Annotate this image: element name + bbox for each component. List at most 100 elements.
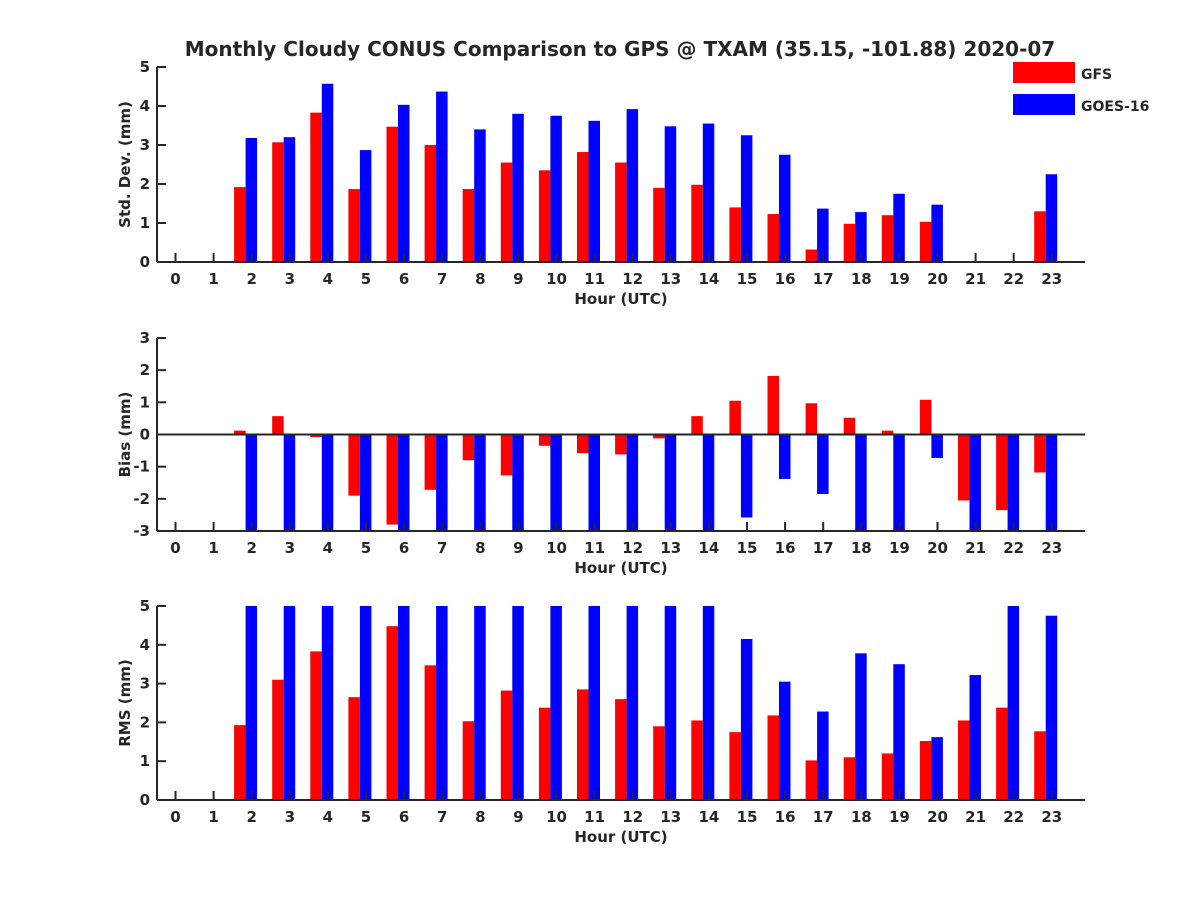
std-dev-bar-gfs-2 [272,142,284,262]
std-dev-bar-gfs-16 [805,249,818,262]
bias-bar-gfs-2 [272,416,284,435]
std-dev-bar-goes16-4 [359,150,372,262]
rms-bar-goes16-15 [779,681,791,800]
bias-y-tick-label: -1 [133,458,150,476]
bias-bar-goes16-10 [588,434,600,531]
std-dev-x-tick-label: 23 [1041,270,1062,288]
std-dev-bar-goes16-17 [855,212,867,262]
rms-x-tick-label: 21 [965,808,986,826]
std-dev-x-tick-label: 11 [584,270,605,288]
std-dev-bar-gfs-13 [691,184,703,262]
rms-x-tick-label: 13 [660,808,681,826]
rms-y-tick-label: 5 [140,597,150,615]
bias-y-tick-label: 2 [140,361,150,379]
rms-bar-gfs-5 [386,626,398,800]
std-dev-x-tick-label: 17 [813,270,834,288]
bias-bar-gfs-17 [843,417,856,435]
std-dev-y-tick-label: 2 [140,175,150,193]
rms-bar-gfs-13 [691,720,703,800]
std-dev-x-tick-label: 2 [246,270,256,288]
rms-bar-gfs-12 [653,726,665,800]
bias-bar-gfs-11 [615,434,627,455]
rms-x-tick-label: 1 [208,808,218,826]
std-dev-x-tick-label: 6 [399,270,409,288]
rms-bar-goes16-20 [969,675,981,800]
bias-bar-gfs-10 [577,434,589,454]
std-dev-bar-goes16-3 [321,83,334,263]
std-dev-x-tick-label: 18 [851,270,872,288]
bias-bar-goes16-9 [550,434,562,531]
bias-y-tick-label: -3 [133,522,150,540]
rms-bar-gfs-3 [310,651,322,800]
rms-bar-gfs-8 [500,690,513,800]
bias-bar-gfs-3 [310,434,322,438]
rms-bar-gfs-19 [919,741,932,800]
std-dev-bar-gfs-10 [577,152,589,262]
std-dev-bar-goes16-9 [550,115,562,262]
std-dev-bar-goes16-10 [588,120,600,262]
bias-x-tick-label: 23 [1041,539,1062,557]
rms-y-tick-label: 3 [140,675,150,693]
rms-bar-goes16-8 [512,606,524,800]
std-dev-bar-gfs-19 [919,221,932,262]
rms-x-tick-label: 6 [399,808,409,826]
bias-bar-goes16-20 [969,434,981,531]
rms-x-tick-label: 11 [584,808,605,826]
rms-y-tick-label: 0 [140,791,150,809]
rms-bar-goes16-22 [1045,615,1058,800]
rms-bar-goes16-7 [474,606,486,800]
std-dev-bar-gfs-14 [729,207,741,262]
bias-bar-goes16-22 [1045,434,1058,531]
bias-x-tick-label: 2 [246,539,256,557]
std-dev-bar-goes16-8 [512,113,524,262]
bias-bar-goes16-19 [931,434,943,458]
rms-bar-goes16-17 [855,653,867,800]
rms-bar-goes16-3 [321,606,334,800]
std-dev-x-tick-label: 5 [361,270,371,288]
bias-bar-gfs-13 [691,416,703,435]
std-dev-x-tick-label: 15 [737,270,758,288]
std-dev-bar-gfs-3 [310,112,322,262]
rms-x-tick-label: 3 [285,808,295,826]
bias-y-axis-label: Bias (mm) [116,392,134,478]
bias-bar-gfs-19 [919,399,932,435]
bias-x-tick-label: 15 [737,539,758,557]
std-dev-y-tick-label: 0 [140,253,150,271]
rms-bar-gfs-1 [234,725,246,800]
std-dev-x-tick-label: 9 [513,270,523,288]
std-dev-x-axis-label: Hour (UTC) [574,290,667,308]
bias-bar-goes16-14 [740,434,753,518]
rms-bar-goes16-19 [931,737,943,800]
rms-x-tick-label: 14 [698,808,719,826]
legend-swatch-goes16 [1013,94,1075,115]
rms-x-tick-label: 17 [813,808,834,826]
bias-bar-gfs-9 [538,434,551,446]
std-dev-bar-gfs-22 [1034,211,1046,262]
rms-bar-gfs-17 [843,757,856,800]
bias-x-tick-label: 4 [323,539,333,557]
rms-bar-goes16-6 [436,606,448,800]
bias-bar-goes16-3 [321,434,334,531]
bias-bar-gfs-1 [234,430,246,435]
bias-x-tick-label: 21 [965,539,986,557]
rms-y-axis-label: RMS (mm) [116,659,134,746]
bias-x-tick-label: 6 [399,539,409,557]
std-dev-bar-goes16-18 [893,193,905,262]
rms-x-tick-label: 18 [851,808,872,826]
rms-bar-gfs-16 [805,760,818,800]
rms-bar-goes16-5 [398,606,410,800]
rms-x-tick-label: 15 [737,808,758,826]
bias-bar-goes16-2 [283,434,296,531]
std-dev-bar-gfs-8 [500,162,513,262]
bias-bar-goes16-8 [512,434,524,531]
rms-x-tick-label: 4 [323,808,333,826]
bias-bar-gfs-8 [500,434,513,476]
std-dev-y-tick-label: 5 [140,58,150,76]
bias-y-tick-label: 0 [140,426,150,444]
bias-bar-gfs-22 [1034,434,1046,473]
bias-bar-goes16-11 [626,434,639,531]
rms-bar-goes16-18 [893,664,905,800]
rms-bar-gfs-6 [424,665,437,800]
